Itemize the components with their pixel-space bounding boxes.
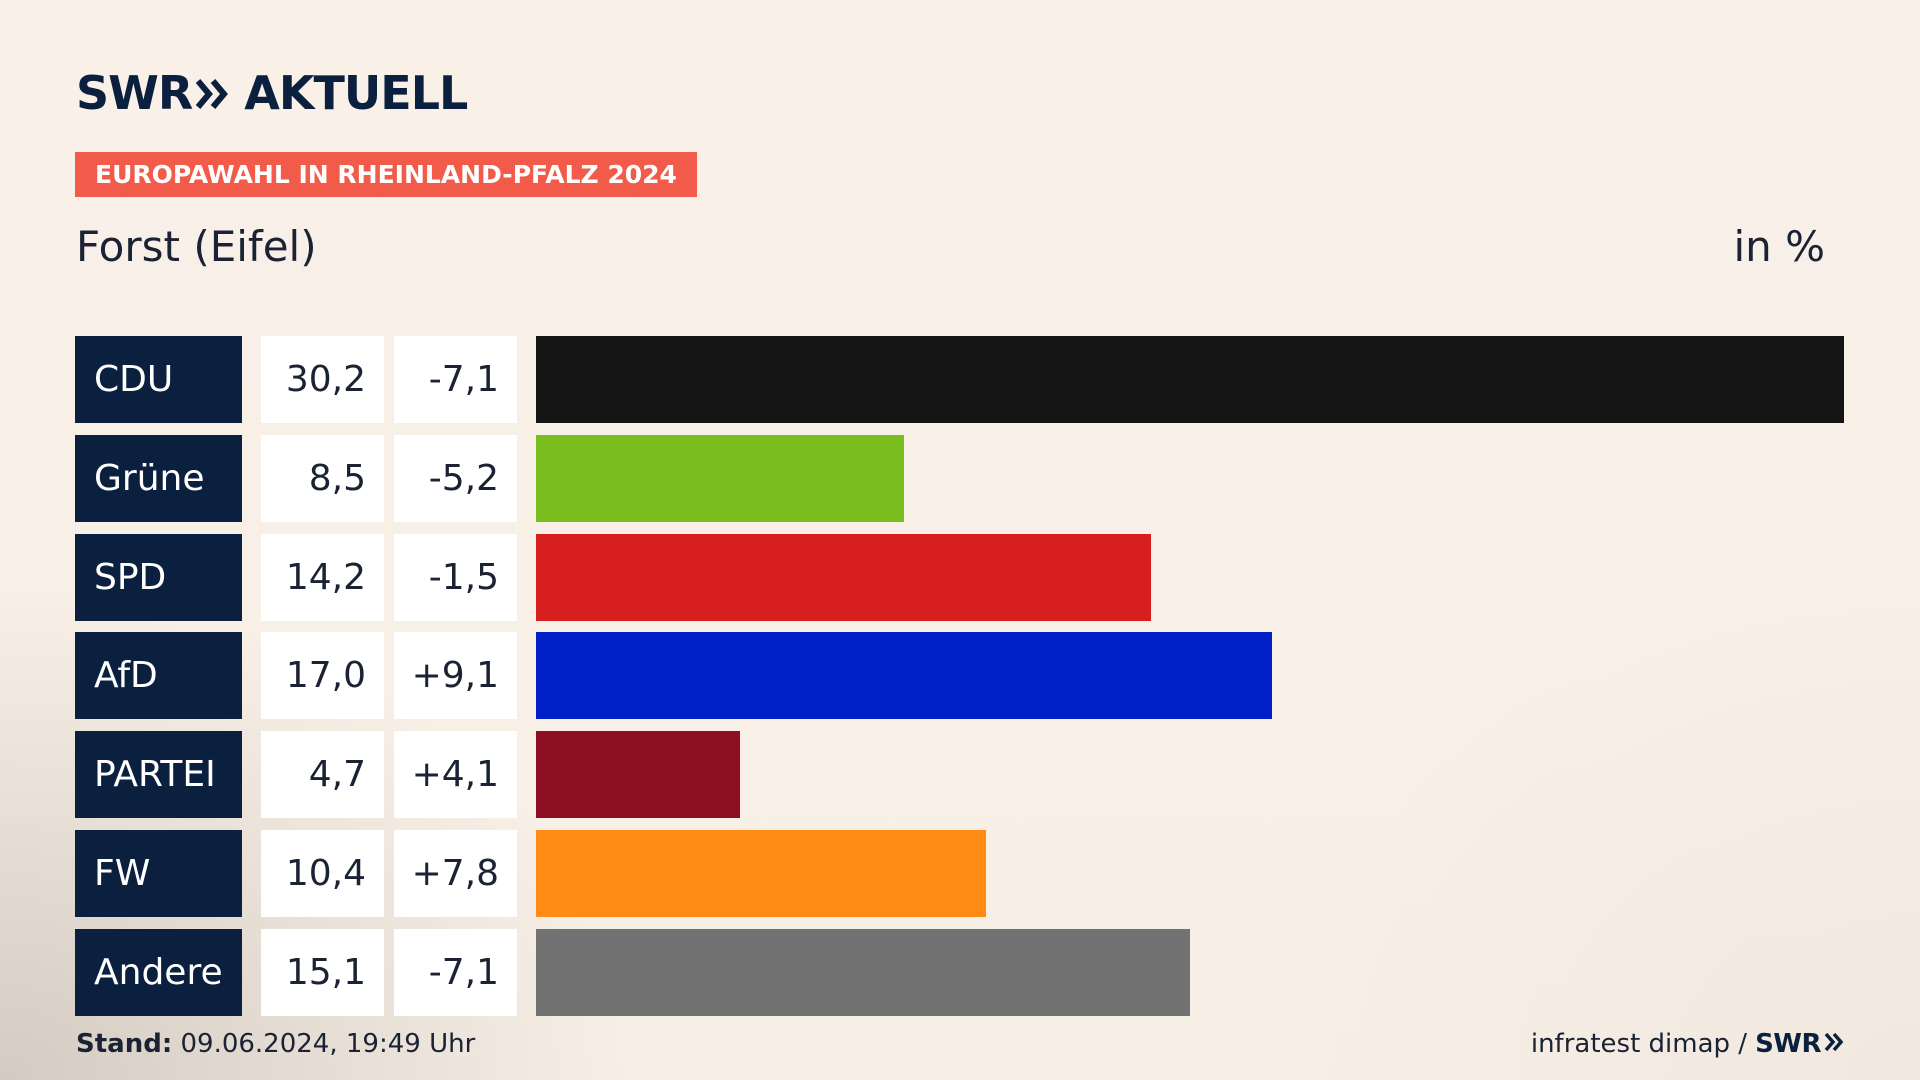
bar-partei [536, 731, 740, 819]
bar-cdu [536, 336, 1844, 423]
unit-label: in % [1733, 222, 1825, 271]
value-label: 4,7 [261, 731, 384, 819]
bar-andere [536, 928, 1190, 1016]
bar-afd [536, 632, 1273, 720]
party-label: AfD [75, 632, 242, 720]
stand-label: Stand: [76, 1029, 173, 1059]
value-label: 10,4 [261, 830, 384, 917]
change-label: +9,1 [394, 632, 517, 720]
value-label: 15,1 [261, 928, 384, 1016]
change-label: -7,1 [394, 336, 517, 423]
stand-value: 09.06.2024, 19:49 Uhr [180, 1029, 476, 1059]
source-text: infratest dimap / [1530, 1029, 1748, 1059]
party-label: Andere [75, 928, 242, 1016]
logo-swr-text: SWR [76, 66, 193, 120]
change-label: -1,5 [394, 533, 517, 621]
change-label: +4,1 [394, 731, 517, 819]
double-chevron-icon [196, 66, 230, 120]
change-label: -5,2 [394, 434, 517, 522]
party-label: FW [75, 830, 242, 917]
change-label: -7,1 [394, 928, 517, 1016]
timestamp: Stand: 09.06.2024, 19:49 Uhr [76, 1029, 475, 1059]
logo-aktuell-text: AKTUELL [244, 66, 468, 120]
bar-fw [536, 830, 987, 917]
bar-spd [536, 533, 1152, 621]
swr-aktuell-logo: SWR AKTUELL [76, 66, 468, 120]
region-title: Forst (Eifel) [76, 222, 317, 271]
party-label: SPD [75, 533, 242, 621]
value-label: 14,2 [261, 533, 384, 621]
party-label: PARTEI [75, 731, 242, 819]
value-label: 17,0 [261, 632, 384, 720]
value-label: 8,5 [261, 434, 384, 522]
party-label: Grüne [75, 434, 242, 522]
source-brand: SWR [1755, 1029, 1821, 1059]
party-label: CDU [75, 336, 242, 423]
small-double-chevron-icon [1824, 1029, 1844, 1059]
election-tagline: EUROPAWAHL IN RHEINLAND-PFALZ 2024 [75, 152, 697, 197]
change-label: +7,8 [394, 830, 517, 917]
value-label: 30,2 [261, 336, 384, 423]
bar-grüne [536, 434, 905, 522]
source-credit: infratest dimap / SWR [1531, 1029, 1844, 1059]
